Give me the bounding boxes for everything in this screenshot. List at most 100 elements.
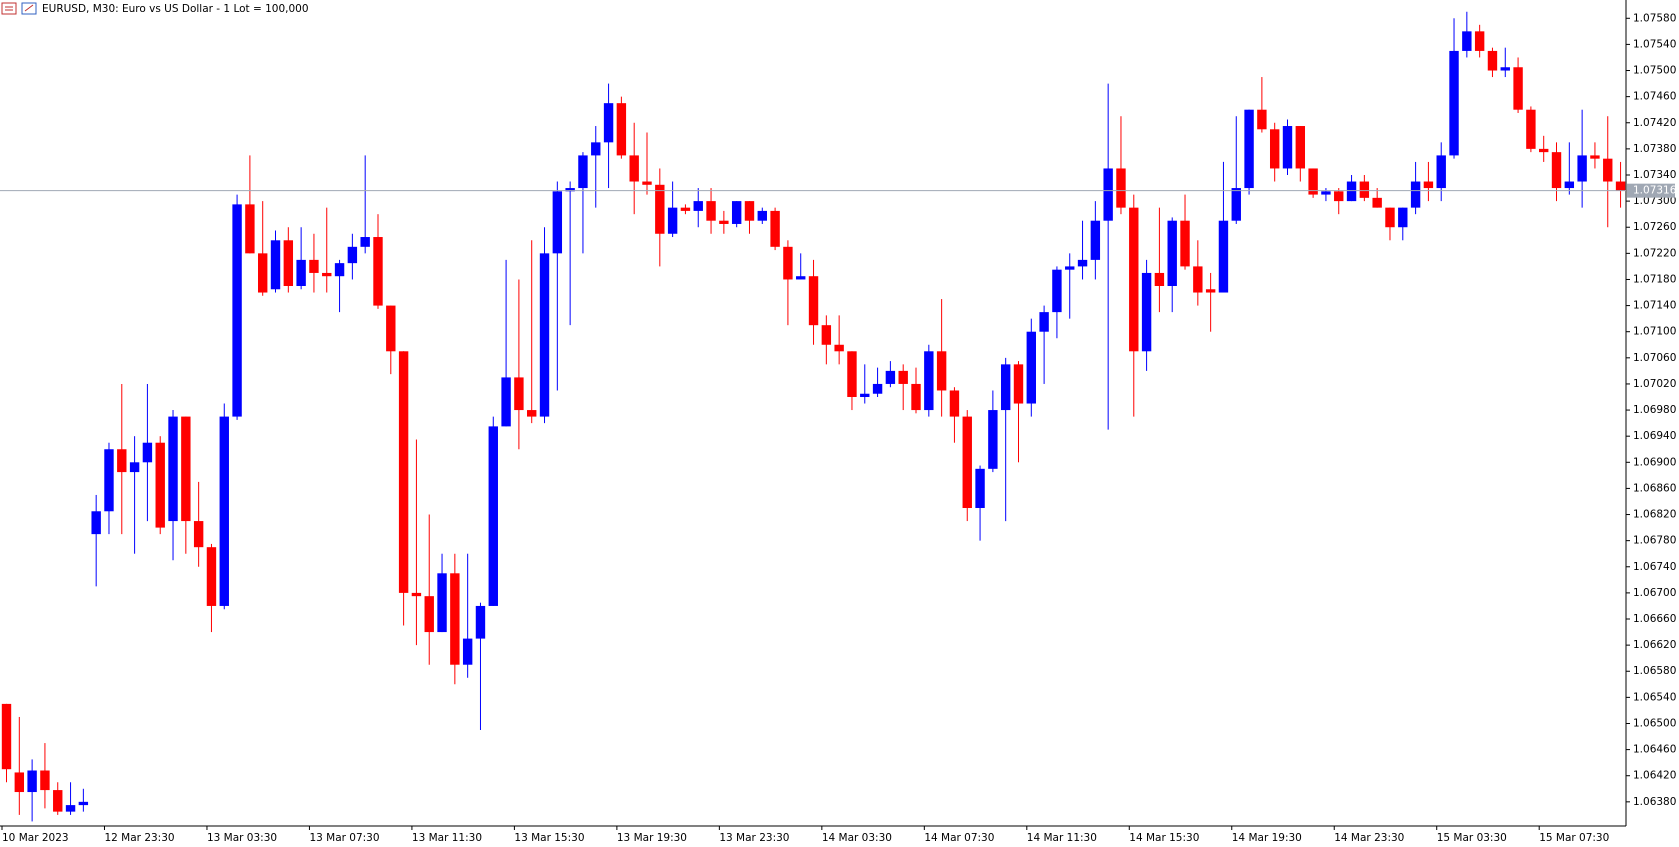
y-tick-label: 1.07500 (1633, 65, 1676, 77)
y-tick-label: 1.07580 (1633, 12, 1676, 24)
candle-body (539, 253, 550, 417)
candle-body (719, 220, 729, 224)
y-tick-label: 1.07460 (1633, 91, 1676, 103)
candle-body (1116, 168, 1126, 208)
candle-body (398, 351, 409, 593)
x-tick-label: 14 Mar 07:30 (924, 832, 994, 844)
candle-body (437, 573, 447, 633)
x-tick-label: 13 Mar 23:30 (719, 832, 789, 844)
y-tick-label: 1.07100 (1633, 326, 1676, 338)
candle-body (1603, 158, 1613, 182)
candle-body (962, 416, 972, 509)
candle-body (680, 207, 691, 211)
candle-body (1346, 181, 1357, 202)
candle-body (1090, 220, 1101, 260)
candle-body (988, 410, 998, 469)
y-tick-label: 1.06980 (1633, 404, 1676, 416)
candle-body (642, 181, 652, 185)
chart-icon-line (24, 4, 34, 12)
candle-body (527, 410, 537, 417)
candle-body (347, 246, 358, 264)
x-tick-label: 13 Mar 15:30 (514, 832, 584, 844)
candle-body (104, 449, 114, 512)
candle-body (1244, 109, 1254, 189)
y-tick-label: 1.06460 (1633, 744, 1676, 756)
candle-body (667, 207, 678, 234)
x-tick-label: 13 Mar 11:30 (412, 832, 482, 844)
candle-body (270, 240, 281, 290)
y-tick-label: 1.06500 (1633, 717, 1676, 729)
candle-body (181, 416, 191, 522)
candle-body (885, 370, 896, 384)
candle-body (949, 390, 960, 417)
candle-body (744, 201, 755, 221)
candle-body (1257, 109, 1267, 130)
candle-body (1321, 191, 1331, 195)
candle-body (1308, 168, 1318, 195)
header: EURUSD, M30: Euro vs US Dollar - 1 Lot =… (1, 2, 309, 15)
candle-body (155, 442, 165, 528)
candle-body (1141, 272, 1152, 352)
y-tick-label: 1.06820 (1633, 509, 1676, 521)
candle-body (1129, 207, 1139, 352)
candle-body (78, 801, 89, 806)
candle-body (245, 204, 255, 254)
x-tick-label: 10 Mar 2023 (2, 832, 69, 844)
last-price-box (1627, 183, 1675, 198)
x-tick-label: 15 Mar 07:30 (1539, 832, 1609, 844)
candle-body (129, 462, 140, 473)
y-tick-label: 1.07060 (1633, 352, 1676, 364)
y-tick-label: 1.06620 (1633, 639, 1676, 651)
candle-body (1615, 181, 1626, 191)
candle-body (1193, 266, 1203, 293)
candle-body (142, 442, 153, 463)
candle-body (1000, 364, 1011, 411)
y-tick-label: 1.07140 (1633, 300, 1676, 312)
y-tick-label: 1.06380 (1633, 796, 1676, 808)
candle-body (501, 377, 511, 427)
candle-body (616, 103, 627, 156)
x-tick-label: 14 Mar 03:30 (822, 832, 892, 844)
y-tick-label: 1.07380 (1633, 143, 1676, 155)
candle-body (872, 383, 883, 394)
x-tick-label: 14 Mar 23:30 (1334, 832, 1404, 844)
candle-body (1103, 168, 1113, 221)
candle-body (1564, 181, 1575, 189)
menu-icon[interactable] (1, 2, 17, 15)
candle-body (1462, 31, 1472, 51)
candle-body (898, 370, 908, 384)
candle-body (117, 449, 127, 473)
candle-body (450, 573, 460, 665)
candle-body (1398, 207, 1408, 228)
candle-body (360, 237, 370, 247)
candle-body (219, 416, 229, 606)
candle-body (796, 276, 806, 280)
y-tick-label: 1.07340 (1633, 169, 1676, 181)
candle-body (808, 276, 819, 326)
candle-body (91, 511, 101, 535)
y-tick-label: 1.06900 (1633, 456, 1676, 468)
y-tick-label: 1.06420 (1633, 770, 1676, 782)
candle-body (693, 201, 703, 211)
candle-body (14, 772, 25, 793)
x-tick-label: 14 Mar 19:30 (1232, 832, 1302, 844)
candle-body (334, 263, 345, 277)
candle-body (821, 325, 832, 345)
candle-body (975, 468, 985, 509)
candle-body (65, 805, 76, 812)
candle-body (424, 596, 434, 633)
y-tick-label: 1.07260 (1633, 221, 1676, 233)
candle-body (1487, 50, 1498, 71)
candle-body (706, 201, 716, 221)
candle-body (411, 592, 422, 597)
candle-body (911, 383, 921, 411)
y-tick-label: 1.06940 (1633, 430, 1676, 442)
candle-body (1180, 220, 1190, 267)
candle-body (1551, 152, 1562, 189)
x-tick-label: 15 Mar 03:30 (1437, 832, 1507, 844)
x-tick-label: 13 Mar 07:30 (309, 832, 379, 844)
y-tick-label: 1.07540 (1633, 38, 1676, 50)
x-tick-label: 12 Mar 23:30 (104, 832, 174, 844)
y-tick-label: 1.06580 (1633, 665, 1676, 677)
y-tick-label: 1.06740 (1633, 561, 1676, 573)
